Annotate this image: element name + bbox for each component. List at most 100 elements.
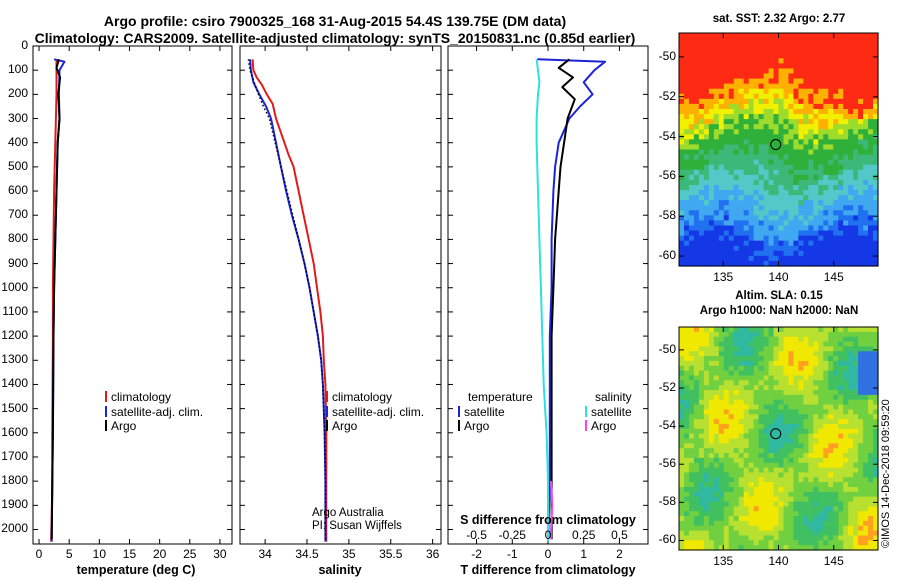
legend-label: satellite-adj. clim. [111,404,204,419]
series-line-temperature-satellite [537,58,607,542]
legend-swatch-black [105,420,107,431]
series-line-salinity-argo [549,481,554,540]
legend-label: satellite [464,404,505,419]
map-lat-label: -58 [658,494,676,509]
note-argo-australia: Argo Australia [312,507,384,519]
legend-item-satellite-salinity: satellite [585,405,632,420]
map-lat-label: -56 [658,168,676,183]
depth-tick-label: 1100 [2,303,28,318]
legend-item-argo: Argo [326,419,424,434]
legend-label: Argo [591,419,617,433]
legend-swatch-red [326,391,328,402]
s-diff-tick-label: -0.5 [466,528,487,542]
map-lon-label: 140 [768,270,789,284]
legend-swatch-blue [458,405,460,417]
note-pi: PI: Susan Wijffels [312,520,402,532]
legend-swatch-cyan [585,405,587,417]
map-lon-label: 135 [713,270,734,284]
sst-map-raster [679,33,879,267]
series-line-satellite-adj-clim- [249,59,327,542]
map-lat-label: -52 [658,88,676,103]
x-tick-label: 25 [183,547,197,561]
chart-title-line1: Argo profile: csiro 7900325_168 31-Aug-2… [103,13,567,29]
sla-map-title: Altim. SLA: 0.15 [735,290,823,302]
legend-label: satellite-adj. clim. [332,404,425,419]
legend-swatch-red [105,391,107,402]
map-lon-label: 135 [713,554,734,568]
legend-label: Argo [111,419,137,433]
legend-label: satellite [591,404,632,419]
legend-tdiff-temperature: temperature satellite Argo [458,390,533,434]
map-lat-label: -54 [658,418,676,433]
legend-item-climatology: climatology [105,390,203,405]
sla-map-raster [679,327,879,551]
sla-map-subtitle: Argo h1000: NaN h2000: NaN [699,305,859,317]
map-lat-label: -50 [658,48,676,63]
legend-temperature-panel: climatology satellite-adj. clim. Argo [105,390,203,434]
x-tick-label: 34 [258,547,272,561]
x-tick-label: 5 [65,547,73,561]
map-lat-label: -58 [658,208,676,223]
series-line-climatology [251,59,328,542]
panel-frame-0 [32,45,233,545]
x-tick-label: 30 [213,547,227,561]
legend-sdiff-salinity: salinity satellite Argo [585,390,632,434]
argo-position-marker [770,428,782,440]
salinity-axis-label: salinity [318,563,362,577]
map-lat-label: -56 [658,456,676,471]
x-tick-label: 35.5 [379,547,403,561]
legend-item-satellite: satellite [458,405,533,420]
legend-label: climatology [111,390,172,404]
legend-heading-salinity: salinity [595,390,632,404]
s-diff-tick-label: 0.5 [611,528,628,542]
legend-item-climatology: climatology [326,390,424,405]
map-lon-label: 145 [823,270,844,284]
x-tick-label: 35 [342,547,356,561]
legend-label: climatology [332,390,393,404]
x-tick-label: 15 [122,547,137,561]
x-tick-label: 36 [425,547,440,561]
s-diff-tick-label: 0.25 [572,528,596,542]
x-tick-label: 20 [152,547,167,561]
x-tick-label: -1 [506,547,518,561]
s-diff-tick-label: 0 [544,528,552,542]
depth-tick-label: 100 [7,62,28,77]
depth-tick-label: 300 [7,110,28,125]
series-line-argo [247,59,327,540]
depth-tick-label: 1500 [1,400,28,415]
temperature-axis-label: temperature (deg C) [76,563,196,577]
depth-tick-label: 800 [7,231,28,246]
legend-label: Argo [332,419,358,433]
imos-credit: ©IMOS 14-Dec-2018 09:59:20 [880,399,892,548]
depth-tick-label: 1800 [1,473,28,488]
legend-heading-temperature: temperature [468,390,533,404]
legend-item-argo-salinity: Argo [585,419,632,434]
argo-position-marker [770,139,782,151]
depth-tick-label: 0 [21,38,28,52]
legend-swatch-black [326,420,328,431]
depth-tick-label: 1400 [1,376,28,391]
x-tick-label: 34.5 [295,547,319,561]
map-lat-label: -60 [658,532,676,547]
map-lat-label: -52 [658,379,676,394]
series-line-salinity-satellite [535,59,549,542]
legend-item-argo: Argo [105,419,203,434]
depth-tick-label: 1000 [1,279,28,294]
legend-swatch-blue [326,405,328,417]
legend-swatch-black [458,420,460,431]
map-lat-label: -54 [658,128,676,143]
map-lat-label: -50 [658,341,676,356]
legend-salinity-panel: climatology satellite-adj. clim. Argo [326,390,424,434]
s-difference-axis-label: S difference from climatology [460,513,636,527]
depth-tick-label: 400 [7,134,28,149]
series-line-temperature-argo [550,58,576,540]
series-line-argo [50,59,62,540]
depth-tick-label: 1200 [1,328,28,343]
map-lat-label: -60 [658,248,676,263]
x-tick-label: 1 [580,547,588,561]
s-diff-tick-label: -0.25 [498,528,526,542]
depth-tick-label: 200 [7,86,28,101]
depth-tick-label: 900 [7,255,28,270]
x-tick-label: 0 [35,547,43,561]
